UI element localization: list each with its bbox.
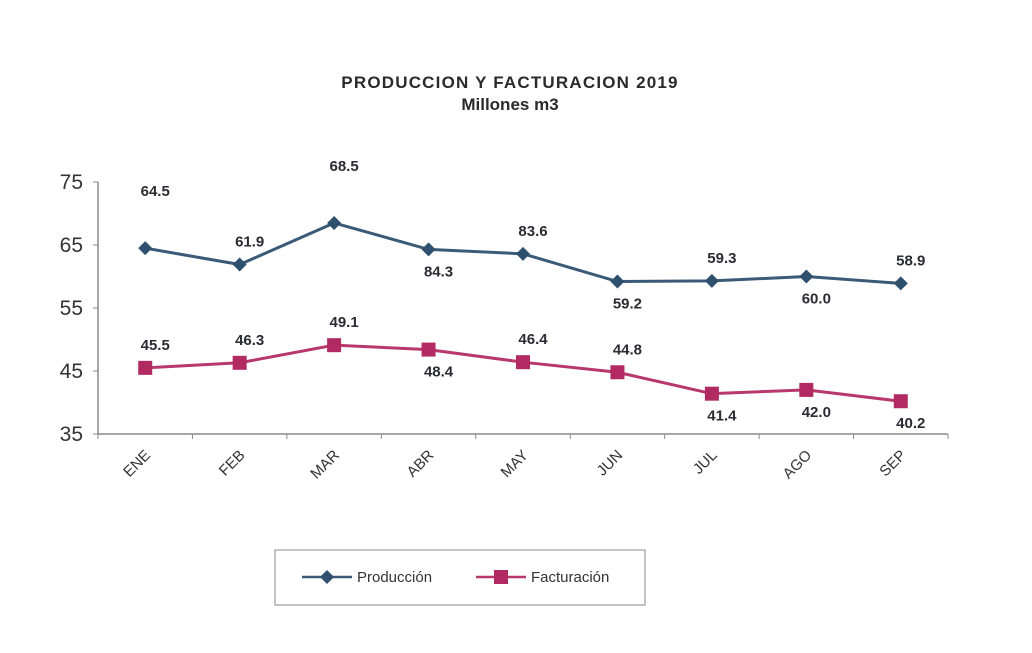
y-tick-label: 55 [60,297,83,320]
data-label-produccion: 58.9 [896,252,925,269]
legend-label-facturacion: Facturación [531,569,609,586]
data-point-facturacion [327,338,342,353]
data-point-facturacion [704,386,719,401]
data-label-produccion: 64.5 [141,183,170,200]
x-tick-label: ENE [120,447,154,481]
series-line-facturacion [145,343,901,403]
x-tick-label: SEP [876,447,909,480]
series-layer [138,215,908,409]
data-label-facturacion: 45.5 [141,337,170,354]
y-tick-label: 65 [60,234,83,257]
legend: Producción Facturación [274,549,646,606]
data-label-produccion: 61.9 [235,234,264,251]
data-label-produccion: 68.5 [330,158,359,175]
data-point-produccion [327,215,342,230]
axes: 35 45 55 65 75 ENE FEB MAR ABR MAY JUN JUL AGO SEP [60,171,949,483]
data-point-produccion [138,241,153,256]
legend-item-facturacion: Facturación [476,569,609,586]
data-point-facturacion [421,342,436,357]
data-labels-layer: 64.5 61.9 68.5 84.3 83.6 59.2 59.3 60.0 58.9 45.5… [141,158,926,432]
data-label-facturacion: 41.4 [707,408,737,425]
data-point-facturacion [232,355,247,370]
data-label-facturacion: 42.0 [802,404,831,421]
y-tick-label: 45 [60,360,83,383]
data-label-produccion: 83.6 [518,223,547,240]
data-label-facturacion: 40.2 [896,415,925,432]
x-tick-label: MAY [498,447,532,481]
data-label-produccion: 84.3 [424,263,453,280]
data-label-facturacion: 46.4 [518,331,548,348]
data-point-produccion [704,273,719,288]
data-label-facturacion: 46.3 [235,332,264,349]
x-tick-label: ABR [404,447,438,481]
x-tick-label: AGO [780,447,816,483]
data-point-facturacion [516,355,530,370]
x-tick-label: MAR [307,447,343,483]
chart-title: PRODUCCION Y FACTURACION 2019 [341,73,678,92]
data-label-produccion: 60.0 [802,291,831,308]
y-tick-label: 75 [60,171,83,194]
data-point-produccion [516,246,530,261]
data-point-produccion [610,274,625,289]
data-point-produccion [893,276,908,291]
data-point-facturacion [893,394,908,409]
data-label-facturacion: 49.1 [330,314,359,331]
data-point-produccion [799,269,814,284]
data-point-produccion [421,242,436,257]
legend-square-marker-icon [494,570,508,584]
chart-subtitle: Millones m3 [461,95,558,114]
data-label-produccion: 59.3 [707,250,736,267]
data-label-facturacion: 44.8 [613,341,642,358]
x-tick-label: FEB [216,447,249,480]
data-label-produccion: 59.2 [613,296,642,313]
data-point-facturacion [799,382,814,397]
data-point-facturacion [138,360,153,375]
data-label-facturacion: 48.4 [424,364,454,381]
y-tick-label: 35 [60,423,83,446]
data-point-produccion [232,257,247,272]
x-tick-label: JUN [594,447,627,480]
data-point-facturacion [610,365,625,380]
legend-diamond-marker-icon [320,570,334,584]
legend-item-produccion: Producción [302,569,432,586]
x-tick-label: JUL [690,447,721,478]
legend-label-produccion: Producción [357,569,432,586]
